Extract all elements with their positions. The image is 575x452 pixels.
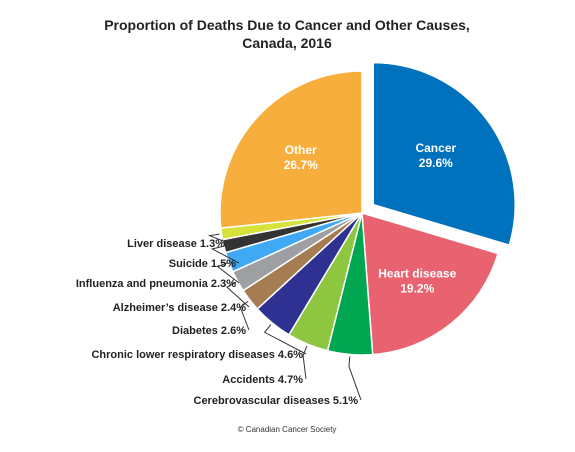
slice-label-cerebrovascular-diseases: Cerebrovascular diseases 5.1% [194,395,359,407]
slice-label-accidents: Accidents 4.7% [222,374,303,386]
pie-slices [219,61,516,356]
leader-line-suicide [210,246,240,264]
chart-title-line-1: Proportion of Deaths Due to Cancer and O… [104,17,470,33]
leader-line-accidents [302,345,308,380]
slice-label-chronic-lower-respiratory-diseases: Chronic lower respiratory diseases 4.6% [91,349,303,361]
slice-label-suicide: Suicide 1.5% [169,258,236,270]
leader-line-influenza-and-pneumonia [216,262,240,284]
pie-slice-cancer [372,61,516,247]
slice-label-influenza-and-pneumonia: Influenza and pneumonia 2.3% [76,278,236,290]
slice-label-cancer: Cancer [415,141,456,155]
chart-credit: © Canadian Cancer Society [238,425,337,434]
slice-label-liver-disease: Liver disease 1.3% [127,238,225,250]
pie-slice-other [219,70,363,229]
slice-value-heart-disease: 19.2% [400,282,434,296]
slice-label-alzheimer-s-disease: Alzheimer’s disease 2.4% [113,302,247,314]
slice-label-heart-disease: Heart disease [378,267,456,281]
leader-line-alzheimer-s-disease [226,281,250,308]
slice-label-diabetes: Diabetes 2.6% [172,325,246,337]
pie-slice-heart-disease [361,211,500,356]
slice-label-other: Other [285,143,317,157]
leader-line-chronic-lower-respiratory-diseases [263,324,307,355]
leader-line-liver-disease [207,233,229,244]
chart-title-line-2: Canada, 2016 [242,35,332,51]
leader-lines [207,233,362,401]
leader-line-cerebrovascular-diseases [348,356,362,401]
slice-value-cancer: 29.6% [419,156,453,170]
slice-value-other: 26.7% [284,158,318,172]
